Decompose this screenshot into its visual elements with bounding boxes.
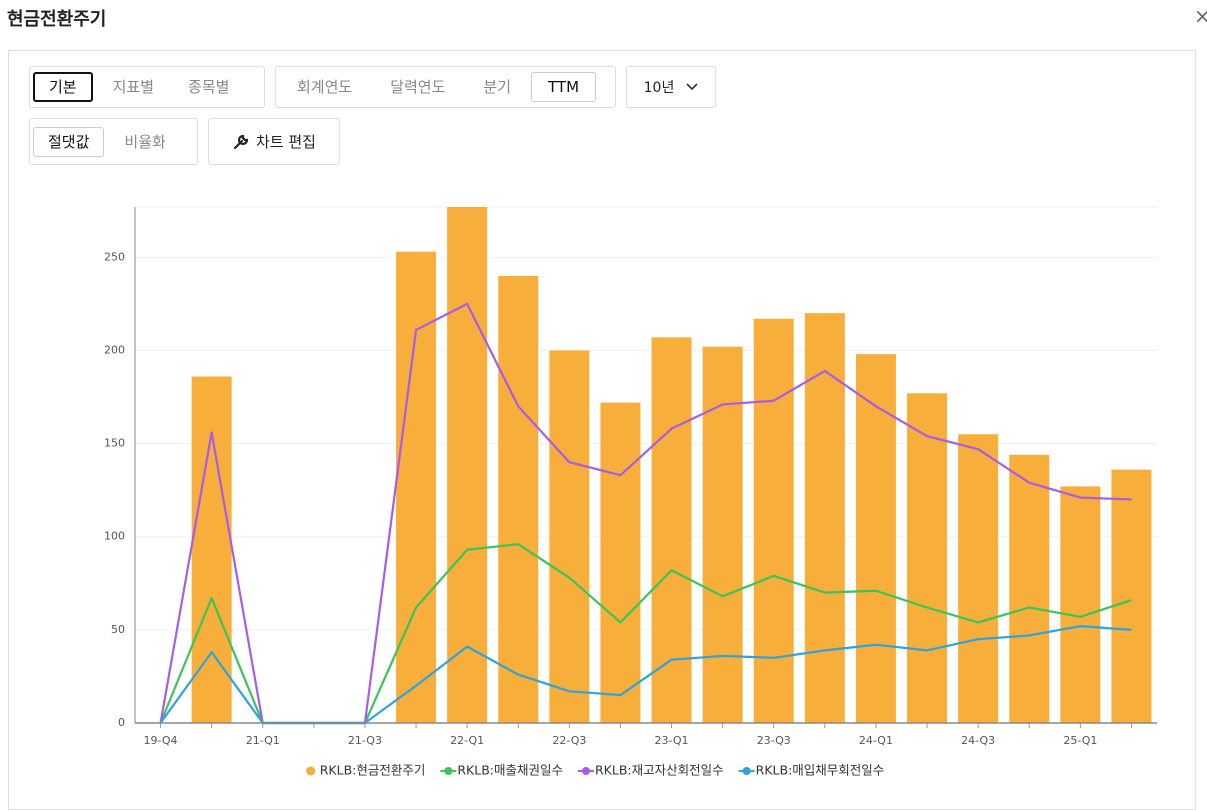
chevron — [686, 83, 698, 91]
range-dropdown[interactable]: 10년 — [626, 66, 716, 108]
bar — [958, 434, 999, 723]
bar — [1060, 486, 1101, 723]
legend-item: RKLB:매입채무회전일수 — [738, 763, 885, 778]
x-tick-label: 23-Q1 — [655, 734, 689, 747]
bar — [753, 318, 794, 723]
x-tick-label: 22-Q1 — [450, 734, 484, 747]
view-tab[interactable]: 종목별 — [188, 78, 230, 96]
x-tick-label: 19-Q4 — [144, 734, 178, 747]
y-tick-label: 50 — [111, 623, 125, 636]
legend-marker — [306, 766, 316, 776]
legend-label: RKLB:현금전환주기 — [320, 763, 426, 778]
y-tick-label: 0 — [118, 716, 125, 729]
bar — [447, 207, 488, 723]
x-tick-label: 25-Q1 — [1063, 734, 1097, 747]
x-tick-label: 24-Q1 — [859, 734, 893, 747]
view-tab[interactable]: 기본 — [33, 72, 93, 102]
legend-marker — [440, 767, 457, 775]
x-tick-label: 21-Q1 — [246, 734, 280, 747]
x-tick-label: 22-Q3 — [552, 734, 586, 747]
edit-label: 차트 편집 — [256, 133, 316, 151]
bar — [498, 275, 539, 723]
page: 현금전환주기 × 기본 지표별 종목별 회계연도 달력연도 분기 TTM 10년… — [7, 4, 1207, 810]
x-tick-label: 24-Q3 — [961, 734, 995, 747]
legend-label: RKLB:매출채권일수 — [457, 763, 563, 778]
period-group: 회계연도 달력연도 분기 TTM — [275, 66, 616, 108]
y-tick-label: 200 — [104, 343, 125, 356]
legend-label: RKLB:재고자산회전일수 — [595, 763, 724, 778]
legend-marker — [738, 767, 755, 775]
legend-marker — [578, 767, 594, 775]
period-tab[interactable]: 분기 — [483, 78, 512, 96]
bar — [549, 350, 590, 723]
bar — [907, 393, 948, 723]
legend-label: RKLB:매입채무회전일수 — [756, 763, 885, 778]
bar — [1009, 454, 1050, 723]
bar — [651, 337, 692, 723]
legend-dot — [742, 767, 751, 775]
wrench-icon — [233, 134, 249, 149]
edit-button[interactable]: 차트 편집 — [208, 118, 340, 165]
bar — [855, 354, 896, 723]
bar — [804, 313, 845, 723]
legend-dot — [444, 767, 453, 775]
bar — [702, 346, 743, 723]
period-tab[interactable]: 달력연도 — [390, 78, 446, 96]
period-tab[interactable]: TTM — [531, 72, 597, 102]
y-tick-label: 250 — [104, 250, 125, 263]
range-value: 10년 — [643, 80, 675, 96]
dialog-title: 현금전환주기 — [7, 9, 107, 30]
y-tick-label: 100 — [104, 530, 125, 543]
bar — [1111, 469, 1152, 723]
close-button[interactable]: × — [1194, 4, 1207, 28]
x-tick-label: 23-Q3 — [757, 734, 791, 747]
scale-tab[interactable]: 비율화 — [124, 132, 166, 151]
legend-item: RKLB:재고자산회전일수 — [578, 763, 724, 778]
view-tab[interactable]: 지표별 — [112, 78, 155, 96]
scale-group: 절댓값 비율화 — [29, 118, 198, 165]
bar — [600, 402, 641, 723]
view-group: 기본 지표별 종목별 — [29, 66, 265, 108]
legend-item: RKLB:현금전환주기 — [306, 763, 425, 778]
chart: 0 50 100 150 200 250 19-Q4 21-Q1 21-Q3 22-Q1 22-Q3… — [104, 206, 1157, 778]
scale-tab[interactable]: 절댓값 — [33, 126, 105, 157]
x-tick-label: 21-Q3 — [348, 734, 382, 747]
period-tab[interactable]: 회계연도 — [297, 78, 353, 96]
legend-dot — [582, 767, 590, 775]
legend-item: RKLB:매출채권일수 — [440, 763, 563, 778]
y-tick-label: 150 — [104, 437, 125, 450]
